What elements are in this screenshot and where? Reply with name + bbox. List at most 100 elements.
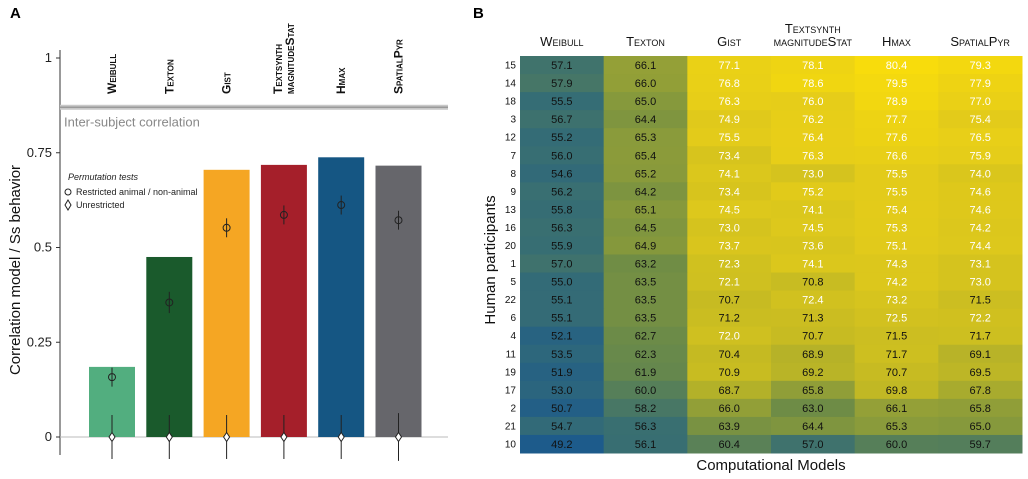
heatmap-cell-value: 49.2: [551, 439, 572, 451]
heatmap-cell-value: 77.6: [886, 132, 907, 144]
heatmap-cell: [771, 182, 856, 201]
model-name-label: Texton: [162, 59, 176, 94]
heatmap-cell-value: 77.9: [969, 78, 990, 90]
row-label: 10: [505, 439, 517, 450]
heatmap-cell: [687, 236, 772, 255]
heatmap-cell: [520, 146, 605, 165]
heatmap-cell-value: 75.5: [886, 168, 907, 180]
heatmap-cell: [520, 218, 605, 237]
heatmap-cell: [938, 146, 1023, 165]
heatmap-cell: [771, 146, 856, 165]
heatmap-cell-value: 65.0: [969, 421, 990, 433]
y-tick-label: 0.75: [27, 145, 52, 160]
heatmap-cell-value: 63.5: [635, 295, 656, 307]
heatmap-cell: [771, 380, 856, 400]
heatmap-cell-value: 75.5: [886, 186, 907, 198]
heatmap-cell-value: 74.5: [718, 204, 739, 216]
heatmap-cell-value: 75.1: [886, 240, 907, 252]
heatmap-cell-value: 56.2: [551, 186, 572, 198]
heatmap-cell-value: 74.5: [802, 222, 823, 234]
heatmap-cell-value: 63.5: [635, 313, 656, 325]
heatmap-cell-value: 56.1: [635, 439, 656, 451]
heatmap-cell-value: 64.5: [635, 222, 656, 234]
heatmap-cell: [520, 74, 605, 93]
heatmap-cell: [687, 398, 772, 418]
heatmap-cell: [854, 200, 939, 219]
restricted-marker: [165, 298, 174, 307]
heatmap-cell: [938, 416, 1023, 436]
heatmap-cell-value: 77.1: [718, 60, 739, 72]
heatmap-cell-value: 57.0: [802, 439, 823, 451]
panel-b-x-axis-label: Computational Models: [696, 457, 845, 474]
heatmap-cell-value: 74.1: [802, 204, 823, 216]
heatmap-cell: [854, 380, 939, 400]
heatmap-cell-value: 70.9: [718, 367, 739, 379]
heatmap-cell-value: 76.6: [886, 150, 907, 162]
heatmap-cell-value: 75.4: [969, 114, 990, 126]
heatmap-cell-value: 56.7: [551, 114, 572, 126]
heatmap-cell-value: 80.4: [886, 60, 907, 72]
heatmap-cell: [520, 344, 605, 364]
column-header: Texton: [626, 34, 665, 49]
heatmap-cell: [854, 326, 939, 346]
row-label: 6: [510, 313, 516, 324]
legend-item-restricted: Restricted animal / non-animal: [76, 187, 198, 197]
heatmap-cell-value: 56.0: [551, 150, 572, 162]
heatmap-cell-value: 73.6: [802, 240, 823, 252]
heatmap-cell: [687, 308, 772, 328]
heatmap-cell-value: 79.5: [886, 78, 907, 90]
heatmap-cell: [854, 218, 939, 237]
row-label: 21: [505, 421, 517, 432]
heatmap-cell-value: 73.7: [718, 240, 739, 252]
heatmap-cell: [603, 362, 688, 382]
restricted-marker: [222, 223, 231, 232]
bar: [375, 165, 422, 438]
heatmap-cell: [687, 362, 772, 382]
heatmap-cell-value: 74.1: [802, 259, 823, 271]
heatmap-cell: [854, 128, 939, 147]
row-label: 11: [506, 349, 517, 360]
heatmap-cell: [938, 110, 1023, 129]
heatmap-cell-value: 69.8: [886, 385, 907, 397]
row-label: 17: [505, 385, 517, 396]
heatmap-cell: [687, 344, 772, 364]
heatmap-cell: [520, 272, 605, 292]
row-label: 1: [510, 259, 516, 270]
heatmap-cell-value: 55.5: [551, 96, 572, 108]
heatmap-cell-value: 56.3: [551, 222, 572, 234]
row-label: 12: [505, 133, 517, 144]
row-label: 2: [510, 403, 516, 414]
heatmap-cell-value: 75.3: [886, 222, 907, 234]
heatmap-cell: [854, 236, 939, 255]
panel-a-letter: A: [10, 5, 21, 22]
heatmap-cell-value: 75.5: [718, 132, 739, 144]
heatmap-cell: [771, 164, 856, 183]
heatmap-cell-value: 57.0: [551, 259, 572, 271]
heatmap-cell: [687, 164, 772, 183]
heatmap-cell: [854, 182, 939, 201]
row-label: 16: [505, 223, 517, 234]
model-name-label: SpatialPyr: [392, 39, 406, 94]
heatmap-cell: [771, 416, 856, 436]
column-header: Textsynth magnitudeStat: [774, 21, 853, 49]
heatmap-cell-value: 62.3: [635, 349, 656, 361]
heatmap-cell-value: 53.0: [551, 385, 572, 397]
heatmap-cell-value: 64.2: [635, 186, 656, 198]
y-tick-label: 0.5: [34, 240, 52, 255]
unrestricted-marker: [394, 431, 403, 443]
heatmap-cell: [771, 110, 856, 129]
heatmap-cell-value: 71.3: [802, 313, 823, 325]
heatmap-cell: [687, 326, 772, 346]
heatmap-cell: [603, 434, 688, 454]
heatmap-cell: [687, 290, 772, 310]
heatmap-cell: [854, 110, 939, 129]
row-label: 18: [505, 97, 517, 108]
heatmap-cell: [771, 56, 856, 75]
heatmap-cell: [520, 398, 605, 418]
row-label: 5: [510, 277, 516, 288]
restricted-marker: [108, 373, 116, 382]
row-label: 22: [505, 295, 517, 306]
heatmap-cell-value: 55.1: [551, 313, 572, 325]
heatmap-cell: [854, 74, 939, 93]
heatmap-cell: [603, 182, 688, 201]
